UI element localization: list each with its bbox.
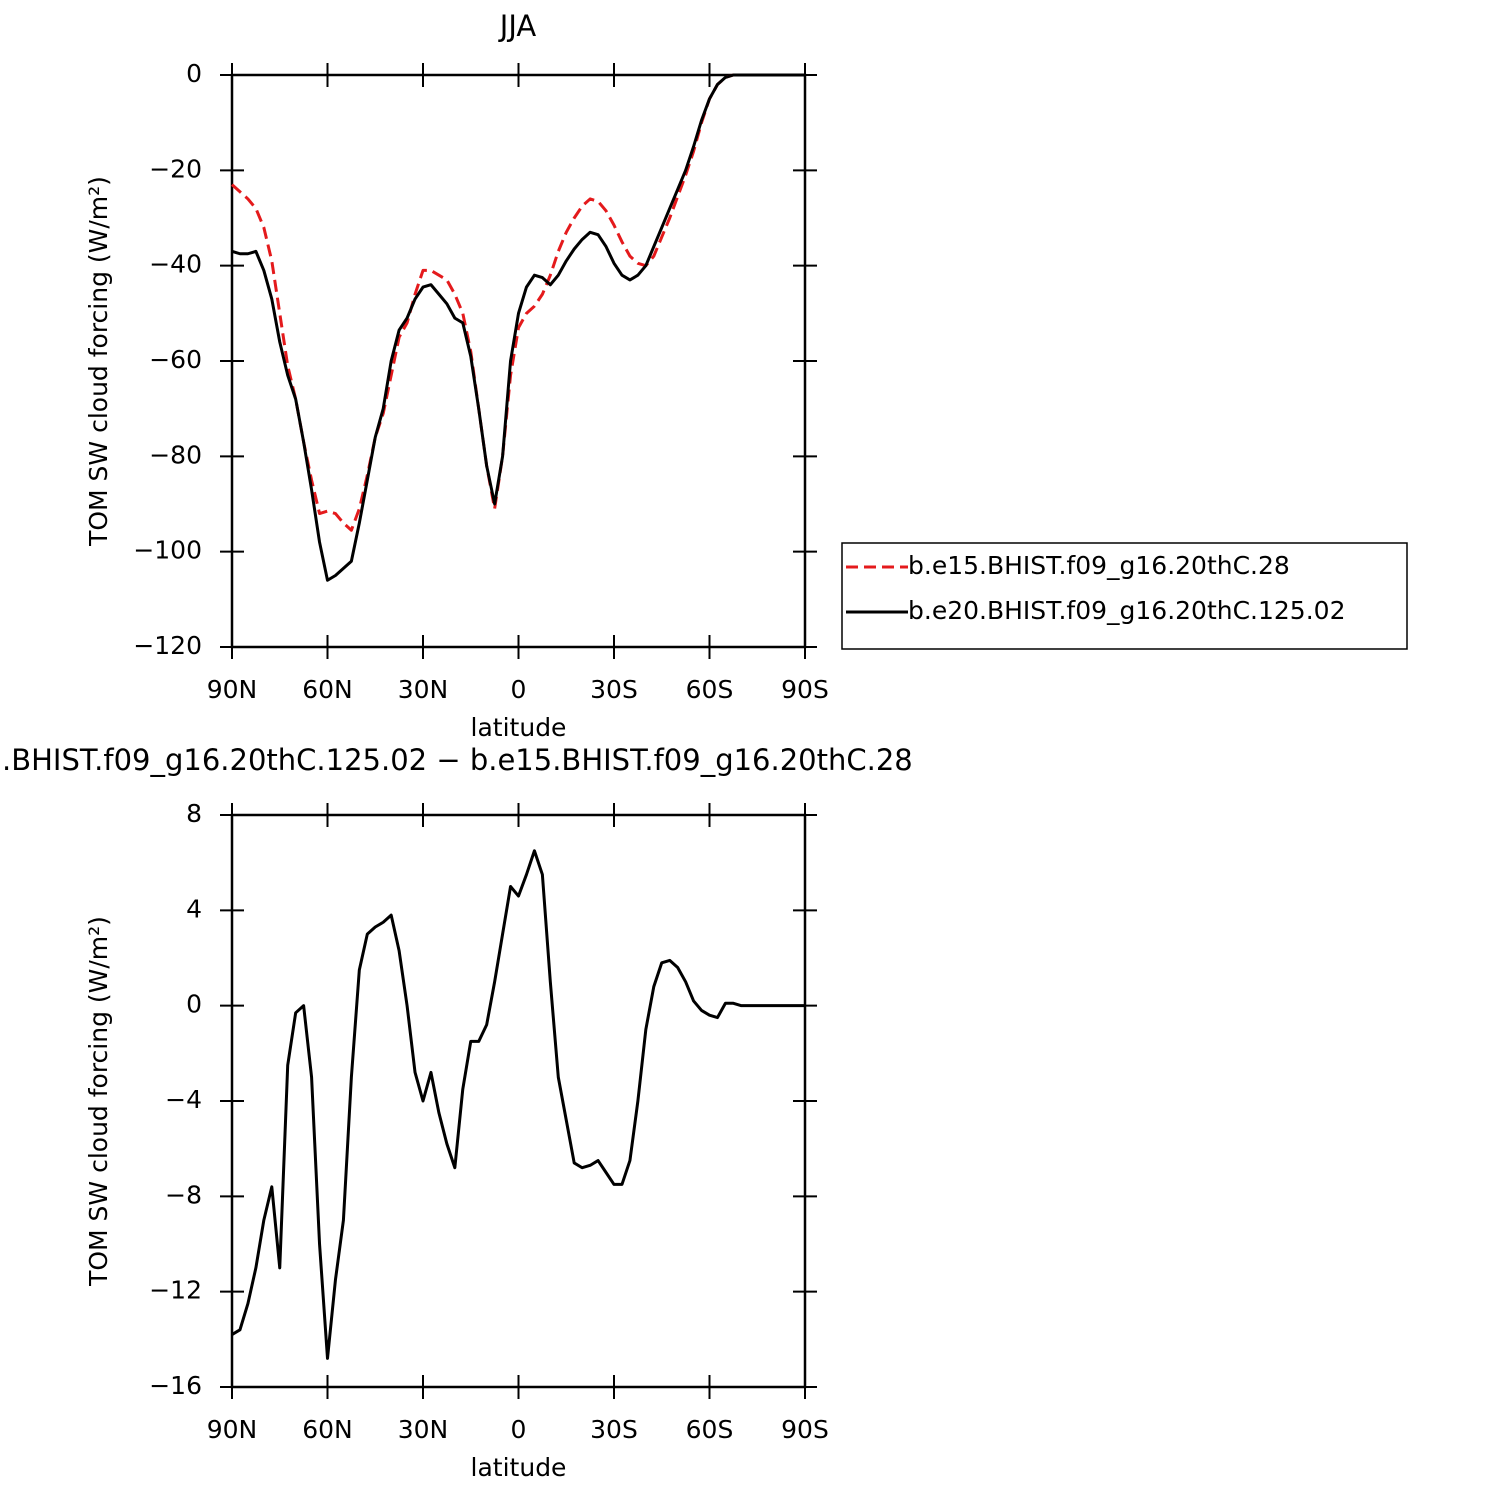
x-tick-label: 90N	[207, 1415, 258, 1444]
y-tick-label: −12	[149, 1276, 202, 1305]
x-tick-label: 0	[511, 675, 527, 704]
x-tick-label: 60S	[686, 675, 734, 704]
line-series	[230, 73, 805, 532]
y-tick-label: −16	[149, 1371, 202, 1400]
x-tick-label: 90S	[781, 675, 829, 704]
y-tick-label: −60	[149, 345, 202, 374]
y-tick-label: 0	[186, 59, 202, 88]
y-tick-label: −100	[133, 536, 202, 565]
line-series	[231, 73, 805, 582]
y-tick-label: −20	[149, 154, 202, 183]
x-tick-label: 0	[511, 1415, 527, 1444]
plot-frame	[230, 73, 807, 649]
plot-frame	[230, 813, 807, 1389]
x-tick-label: 90N	[207, 675, 258, 704]
x-axis-label: latitude	[471, 1453, 567, 1482]
x-tick-label: 30S	[590, 675, 638, 704]
x-tick-label: 60N	[302, 675, 353, 704]
x-tick-label: 30S	[590, 1415, 638, 1444]
y-tick-label: −8	[165, 1180, 202, 1209]
y-tick-label: 0	[186, 990, 202, 1019]
chart-title: .BHIST.f09_g16.20thC.125.02 − b.e15.BHIS…	[2, 743, 913, 777]
legend-label: b.e15.BHIST.f09_g16.20thC.28	[908, 551, 1290, 580]
x-axis-label: latitude	[471, 713, 567, 742]
y-tick-label: −40	[149, 250, 202, 279]
y-tick-label: 4	[186, 894, 202, 923]
y-tick-label: −4	[165, 1085, 202, 1114]
line-series	[231, 849, 805, 1360]
y-tick-label: 8	[186, 799, 202, 828]
x-tick-label: 30N	[398, 675, 449, 704]
y-axis-label: TOM SW cloud forcing (W/m²)	[84, 916, 113, 1287]
x-tick-label: 60N	[302, 1415, 353, 1444]
chart-title: JJA	[498, 9, 537, 43]
x-tick-label: 30N	[398, 1415, 449, 1444]
y-axis-label: TOM SW cloud forcing (W/m²)	[84, 176, 113, 547]
legend-label: b.e20.BHIST.f09_g16.20thC.125.02	[908, 596, 1345, 625]
legend-box	[841, 542, 1408, 650]
y-tick-label: −80	[149, 440, 202, 469]
x-tick-label: 60S	[686, 1415, 734, 1444]
x-tick-label: 90S	[781, 1415, 829, 1444]
y-tick-label: −120	[133, 631, 202, 660]
